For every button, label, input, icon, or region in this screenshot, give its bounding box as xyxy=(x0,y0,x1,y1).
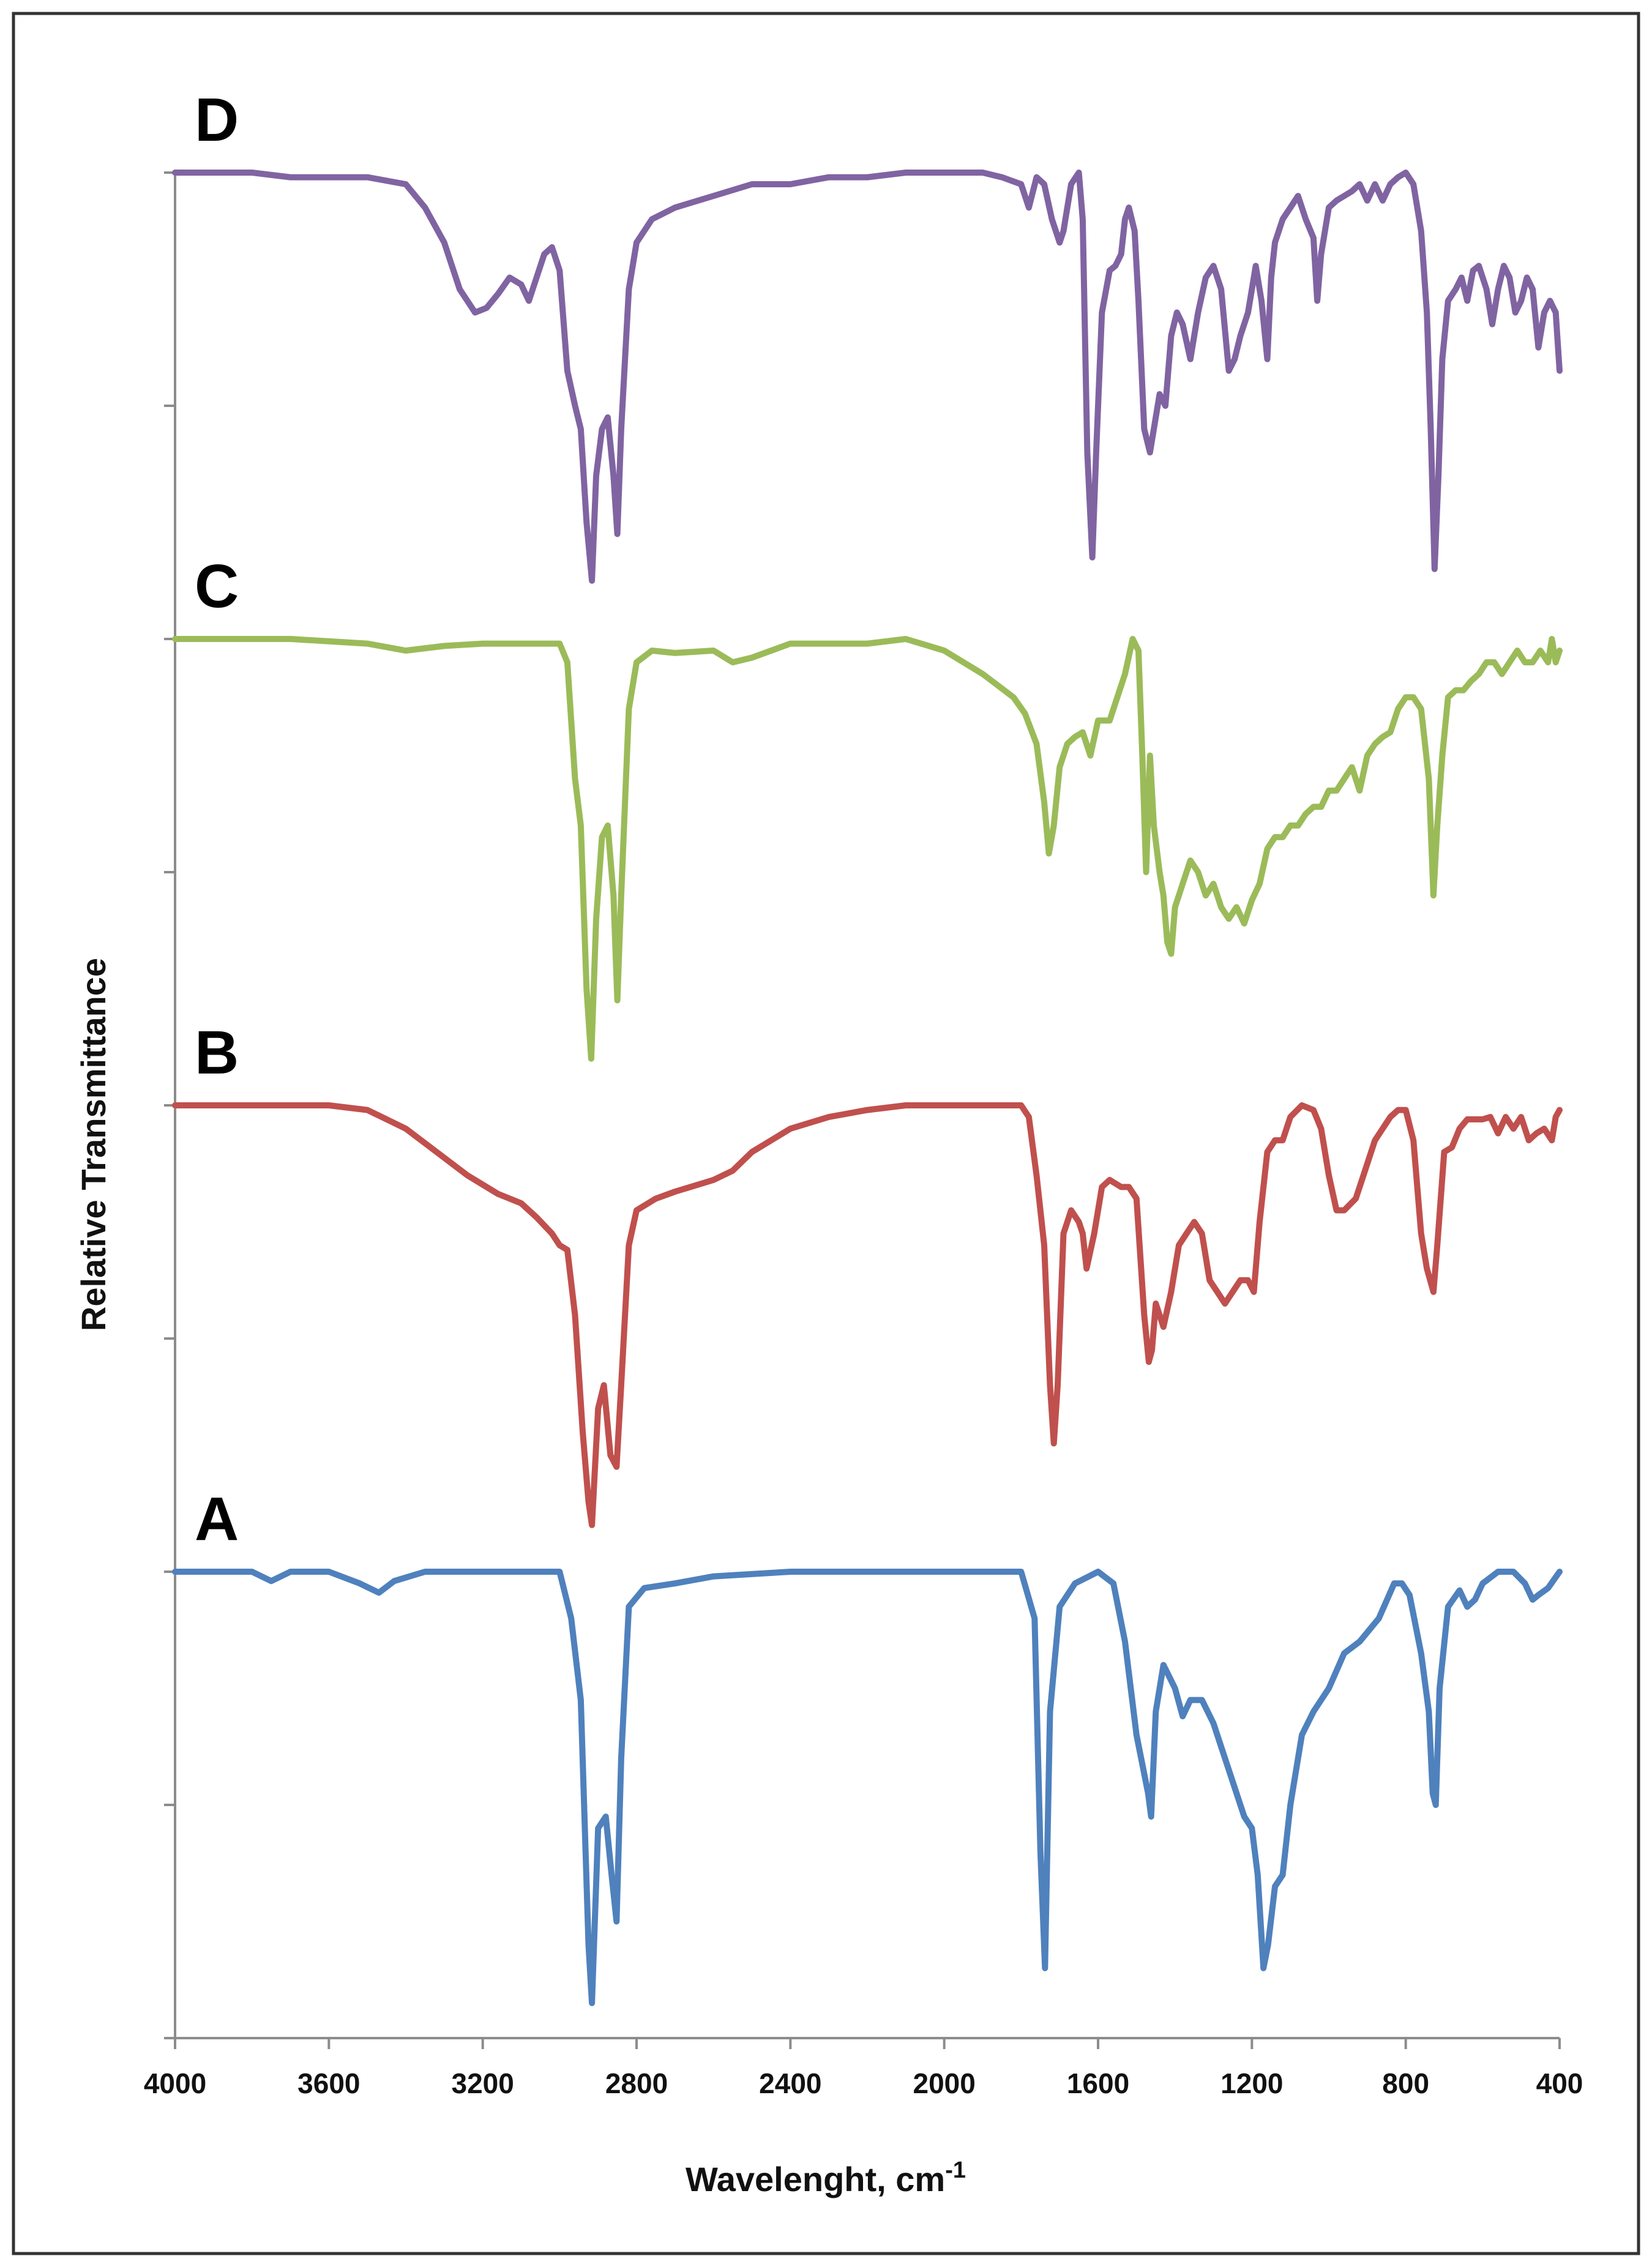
series-b-line xyxy=(172,1102,1563,1528)
x-axis-title-text: Wavelenght, cm xyxy=(686,2160,945,2198)
x-tick-label-2800: 2800 xyxy=(605,2067,668,2099)
x-tick-label-800: 800 xyxy=(1382,2067,1429,2099)
x-tick-label-400: 400 xyxy=(1536,2067,1583,2099)
panel-labels: A B C D xyxy=(195,86,239,1553)
x-tick-label-3600: 3600 xyxy=(297,2067,360,2099)
panel-label-a: A xyxy=(195,1485,239,1553)
chart-frame xyxy=(12,12,1640,2255)
x-tick-label-1600: 1600 xyxy=(1067,2067,1129,2099)
x-axis-ticks: 4000 3600 3200 2800 2400 2000 1600 1200 800 400 xyxy=(144,2038,1583,2099)
panel-label-b: B xyxy=(195,1018,239,1087)
x-tick-label-2000: 2000 xyxy=(913,2067,975,2099)
series-c-line xyxy=(172,636,1563,1062)
x-axis-title-superscript: -1 xyxy=(945,2157,966,2183)
x-tick-label-3200: 3200 xyxy=(451,2067,514,2099)
panel-label-d: D xyxy=(195,86,239,154)
series-a-line xyxy=(172,1569,1563,2006)
series-group xyxy=(172,170,1563,2006)
series-d-line xyxy=(172,170,1563,584)
x-tick-label-1200: 1200 xyxy=(1220,2067,1283,2099)
x-tick-label-4000: 4000 xyxy=(144,2067,206,2099)
panel-label-c: C xyxy=(195,552,239,621)
y-axis-title: Relative Transmittance xyxy=(74,958,113,1331)
y-axis-ticks xyxy=(164,171,175,2039)
x-tick-label-2400: 2400 xyxy=(759,2067,821,2099)
x-axis-title: Wavelenght, cm-1 xyxy=(686,2157,966,2198)
